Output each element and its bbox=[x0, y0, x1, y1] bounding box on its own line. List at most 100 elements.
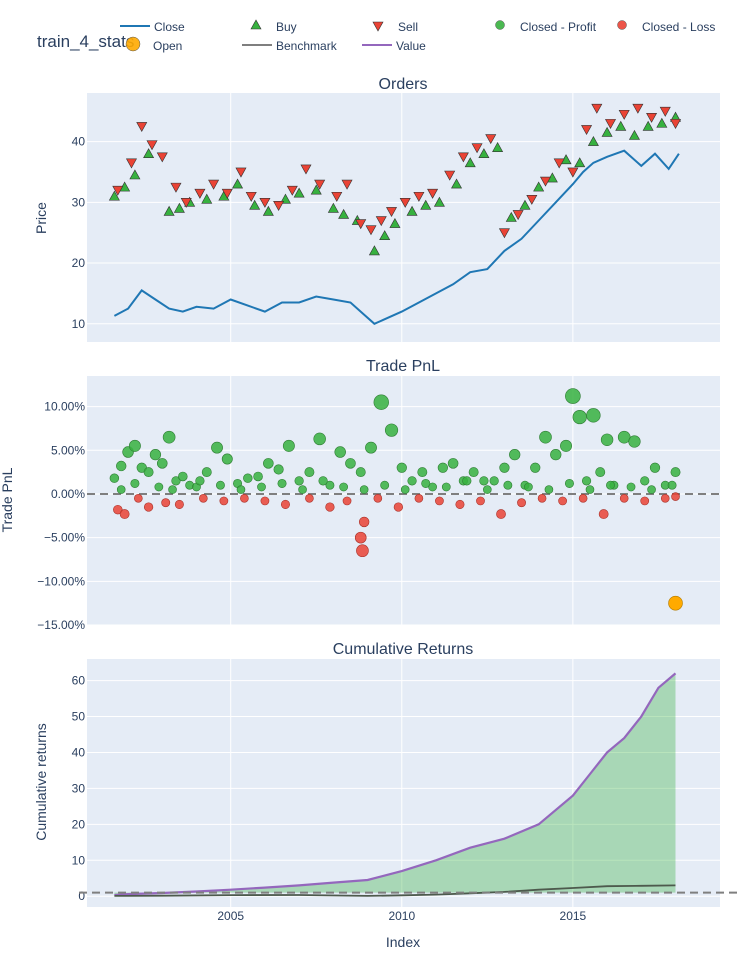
buy-marker bbox=[262, 205, 274, 216]
sell-marker bbox=[604, 119, 617, 129]
benchmark-line bbox=[114, 884, 676, 897]
profit-marker bbox=[560, 439, 572, 452]
buy-marker bbox=[379, 230, 391, 241]
sell-marker bbox=[273, 201, 285, 211]
value-fill-area bbox=[114, 673, 676, 896]
profit-marker bbox=[509, 449, 521, 461]
legend-item: Value bbox=[362, 39, 426, 53]
profit-marker bbox=[339, 482, 348, 492]
profit-marker bbox=[243, 473, 253, 483]
profit-marker bbox=[670, 467, 681, 478]
buy-marker bbox=[249, 199, 261, 210]
open-markers bbox=[668, 595, 683, 611]
legend: Close Buy Sell Closed - Profit Closed - Loss… bbox=[120, 19, 715, 53]
profit-marker bbox=[585, 485, 595, 494]
buy-marker bbox=[232, 178, 244, 189]
loss-marker bbox=[305, 494, 314, 503]
sell-marker bbox=[632, 103, 644, 114]
closed-profit-markers bbox=[109, 388, 681, 494]
loss-marker bbox=[671, 492, 680, 501]
closed-loss-markers bbox=[113, 492, 680, 558]
loss-marker bbox=[113, 504, 123, 515]
buy-marker bbox=[201, 193, 213, 204]
loss-marker bbox=[414, 494, 424, 503]
value-series bbox=[114, 672, 677, 897]
x-tick-label: 2015 bbox=[560, 909, 587, 923]
orders-plot-area bbox=[87, 93, 720, 342]
buy-marker bbox=[129, 169, 141, 180]
pnl-y-label: Trade PnL bbox=[0, 467, 15, 532]
profit-marker bbox=[195, 476, 205, 486]
profit-marker bbox=[564, 478, 574, 488]
buy-marker bbox=[433, 196, 445, 207]
profit-marker bbox=[503, 480, 513, 490]
profit-marker bbox=[201, 467, 212, 478]
legend-item: Closed - Profit bbox=[495, 20, 597, 34]
legend-label: Buy bbox=[276, 20, 297, 34]
legend-label: Closed - Profit bbox=[520, 20, 597, 34]
legend-circle-icon bbox=[495, 20, 505, 30]
profit-marker bbox=[171, 476, 181, 486]
loss-marker bbox=[660, 494, 670, 503]
sell-marker bbox=[355, 219, 367, 230]
legend-label: Sell bbox=[398, 20, 418, 34]
profit-marker bbox=[565, 388, 581, 404]
profit-marker bbox=[384, 423, 399, 437]
profit-marker bbox=[667, 480, 677, 490]
profit-marker bbox=[649, 462, 661, 473]
y-tick-label: 40 bbox=[72, 135, 86, 149]
profit-marker bbox=[277, 478, 287, 488]
sell-marker bbox=[427, 188, 439, 199]
buy-marker bbox=[601, 126, 613, 137]
sell-marker bbox=[235, 167, 247, 178]
sell-marker bbox=[539, 176, 552, 187]
profit-marker bbox=[396, 462, 407, 473]
legend-item: Buy bbox=[250, 19, 297, 34]
figure-title: train_4_stats bbox=[37, 32, 134, 51]
sell-marker bbox=[646, 112, 658, 123]
legend-item: Close bbox=[120, 20, 185, 34]
y-tick-label: 20 bbox=[72, 817, 86, 831]
loss-marker bbox=[578, 494, 588, 503]
profit-marker bbox=[499, 462, 510, 473]
buy-marker bbox=[173, 202, 185, 213]
y-tick-label: 30 bbox=[72, 781, 86, 795]
buy-marker bbox=[327, 202, 339, 213]
profit-marker bbox=[154, 482, 164, 492]
profit-marker bbox=[581, 476, 592, 486]
legend-label: Close bbox=[154, 20, 185, 34]
returns-plot-area bbox=[87, 659, 720, 907]
profit-marker bbox=[221, 453, 233, 465]
profit-marker bbox=[130, 478, 140, 488]
y-tick-label: 10 bbox=[72, 853, 86, 867]
sell-marker bbox=[386, 207, 398, 218]
legend-label: Benchmark bbox=[276, 39, 338, 53]
sell-marker bbox=[259, 198, 271, 208]
profit-marker bbox=[298, 485, 307, 494]
sell-marker bbox=[670, 119, 682, 129]
profit-marker bbox=[606, 480, 615, 490]
profit-marker bbox=[355, 467, 366, 478]
buy-marker bbox=[478, 148, 490, 159]
buy-marker bbox=[279, 193, 291, 204]
profit-marker bbox=[304, 467, 315, 478]
legend-circle-icon bbox=[617, 20, 627, 30]
x-axis-label: Index bbox=[386, 934, 420, 950]
profit-marker bbox=[600, 433, 614, 446]
buy-marker bbox=[108, 190, 120, 201]
sell-marker bbox=[286, 185, 298, 196]
sell-marker bbox=[399, 198, 411, 208]
loss-marker bbox=[240, 494, 249, 503]
profit-marker bbox=[530, 462, 541, 473]
loss-marker bbox=[537, 494, 547, 503]
profit-marker bbox=[437, 462, 448, 473]
profit-marker bbox=[544, 485, 554, 494]
y-tick-label: 10 bbox=[72, 317, 86, 331]
sell-marker bbox=[581, 125, 593, 136]
sell-marker bbox=[331, 191, 343, 202]
profit-marker bbox=[479, 476, 489, 486]
profit-marker bbox=[216, 480, 225, 490]
loss-marker bbox=[598, 509, 609, 519]
profit-marker bbox=[162, 430, 176, 444]
